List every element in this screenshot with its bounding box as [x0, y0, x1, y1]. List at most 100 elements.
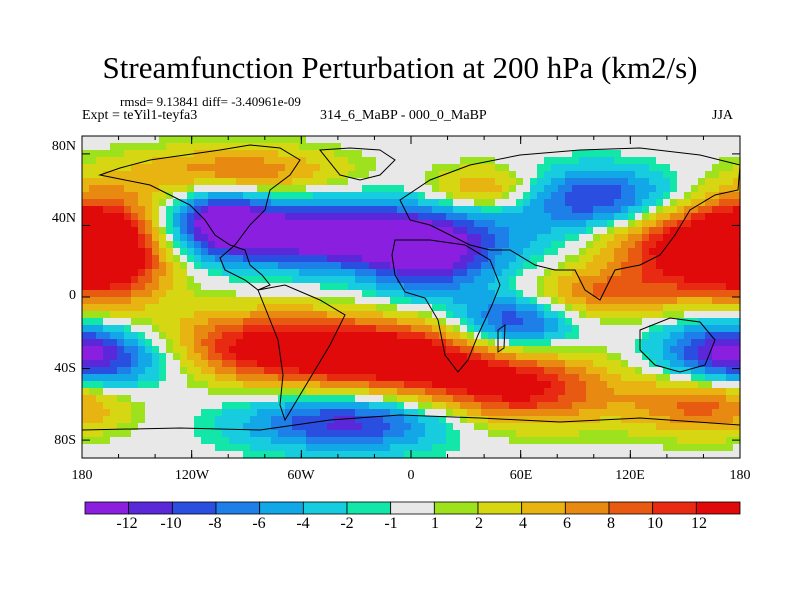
field-cell	[313, 346, 321, 354]
field-cell	[166, 437, 174, 445]
field-cell	[173, 276, 181, 284]
field-cell	[439, 283, 447, 291]
field-cell	[264, 185, 272, 193]
field-cell	[152, 325, 160, 333]
field-cell	[509, 269, 517, 277]
field-cell	[565, 304, 573, 312]
field-cell	[537, 255, 545, 263]
field-cell	[614, 164, 622, 172]
field-cell	[376, 227, 384, 235]
field-cell	[572, 157, 580, 165]
field-cell	[719, 402, 727, 410]
field-cell	[453, 206, 461, 214]
field-cell	[684, 416, 692, 424]
field-cell	[537, 451, 545, 459]
field-cell	[474, 220, 482, 228]
field-cell	[299, 248, 307, 256]
field-cell	[376, 402, 384, 410]
field-cell	[334, 241, 342, 249]
field-cell	[82, 171, 90, 179]
colorbar-swatch	[84, 501, 130, 515]
field-cell	[411, 437, 419, 445]
field-cell	[677, 409, 685, 417]
field-cell	[383, 192, 391, 200]
field-cell	[621, 451, 629, 459]
field-cell	[544, 227, 552, 235]
field-cell	[705, 199, 713, 207]
field-cell	[222, 220, 230, 228]
field-cell	[586, 395, 594, 403]
colorbar-label: 1	[431, 515, 439, 532]
field-cell	[117, 346, 125, 354]
field-cell	[355, 297, 363, 305]
field-cell	[215, 248, 223, 256]
field-cell	[432, 199, 440, 207]
field-cell	[586, 269, 594, 277]
field-cell	[89, 290, 97, 298]
field-cell	[271, 325, 279, 333]
field-cell	[733, 332, 741, 340]
field-cell	[96, 227, 104, 235]
field-cell	[271, 353, 279, 361]
field-cell	[124, 430, 132, 438]
field-cell	[383, 255, 391, 263]
field-cell	[537, 339, 545, 347]
field-cell	[691, 241, 699, 249]
field-cell	[691, 283, 699, 291]
field-cell	[327, 297, 335, 305]
field-cell	[677, 430, 685, 438]
field-cell	[362, 220, 370, 228]
field-cell	[495, 395, 503, 403]
field-cell	[215, 241, 223, 249]
field-cell	[635, 276, 643, 284]
field-cell	[243, 164, 251, 172]
field-cell	[362, 248, 370, 256]
field-cell	[628, 297, 636, 305]
field-cell	[698, 171, 706, 179]
field-cell	[180, 234, 188, 242]
field-cell	[453, 416, 461, 424]
field-cell	[243, 332, 251, 340]
field-cell	[705, 241, 713, 249]
field-cell	[572, 262, 580, 270]
field-cell	[530, 143, 538, 151]
field-cell	[481, 185, 489, 193]
field-cell	[404, 297, 412, 305]
field-cell	[404, 444, 412, 452]
field-cell	[152, 367, 160, 375]
field-cell	[544, 388, 552, 396]
field-cell	[208, 178, 216, 186]
field-cell	[579, 402, 587, 410]
field-cell	[523, 227, 531, 235]
field-cell	[152, 416, 160, 424]
field-cell	[159, 227, 167, 235]
field-cell	[173, 346, 181, 354]
field-cell	[348, 164, 356, 172]
field-cell	[173, 262, 181, 270]
field-cell	[131, 332, 139, 340]
field-cell	[649, 451, 657, 459]
field-cell	[607, 171, 615, 179]
field-cell	[229, 255, 237, 263]
field-cell	[82, 185, 90, 193]
field-cell	[404, 367, 412, 375]
field-cell	[320, 360, 328, 368]
field-cell	[306, 269, 314, 277]
field-cell	[222, 360, 230, 368]
y-tick-label: 80N	[51, 139, 76, 154]
field-cell	[530, 353, 538, 361]
field-cell	[719, 269, 727, 277]
field-cell	[376, 395, 384, 403]
field-cell	[341, 416, 349, 424]
field-cell	[663, 360, 671, 368]
field-cell	[509, 451, 517, 459]
field-cell	[341, 213, 349, 221]
field-cell	[432, 171, 440, 179]
field-cell	[495, 143, 503, 151]
field-cell	[432, 255, 440, 263]
field-cell	[313, 227, 321, 235]
field-cell	[551, 318, 559, 326]
field-cell	[467, 416, 475, 424]
field-cell	[131, 283, 139, 291]
field-cell	[488, 437, 496, 445]
